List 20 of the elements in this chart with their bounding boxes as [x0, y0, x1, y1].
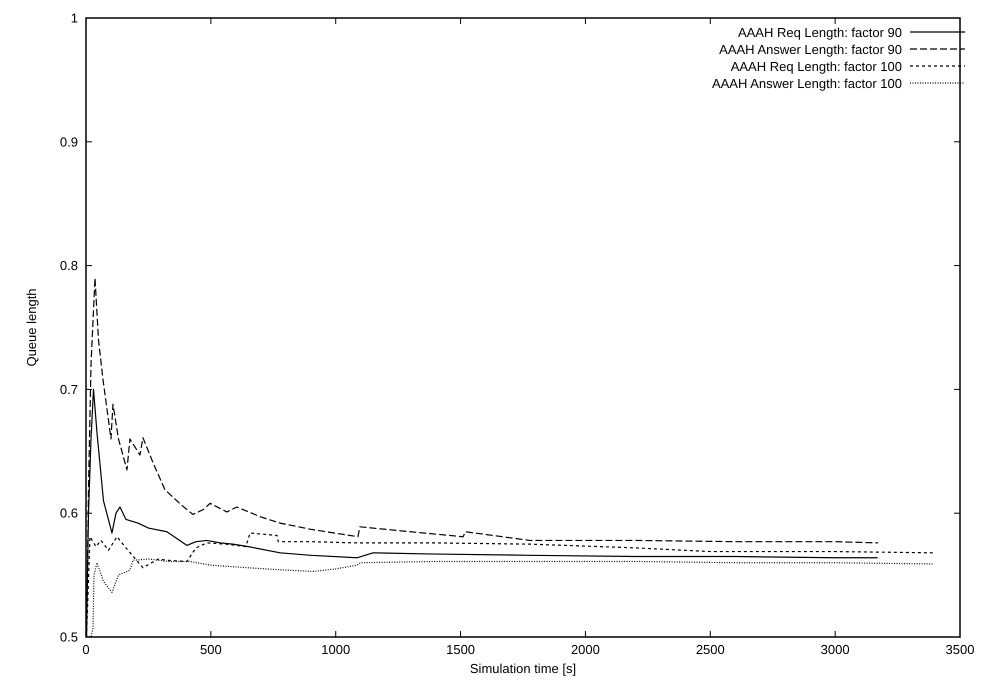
legend-label: AAAH Answer Length: factor 90	[719, 42, 902, 57]
x-tick-label: 3500	[946, 642, 974, 657]
x-tick-label: 3000	[820, 642, 850, 657]
x-tick-label: 2500	[696, 642, 725, 657]
y-tick-label: 0.5	[60, 630, 78, 644]
x-tick-label: 0	[82, 642, 90, 657]
y-tick-label: 1	[70, 10, 78, 26]
y-tick-label: 0.7	[60, 382, 78, 397]
legend-label: AAAH Req Length: factor 90	[738, 25, 902, 40]
x-axis-title: Simulation time [s]	[470, 661, 576, 676]
x-tick-label: 1500	[446, 642, 476, 657]
x-tick-label: 2000	[570, 642, 600, 657]
y-tick-label: 0.6	[60, 506, 78, 521]
x-tick-label: 1000	[321, 642, 350, 657]
y-tick-label: 0.8	[60, 258, 78, 274]
y-tick-label: 0.9	[60, 134, 78, 150]
legend-label: AAAH Req Length: factor 100	[730, 59, 902, 74]
legend-label: AAAH Answer Length: factor 100	[712, 76, 902, 91]
y-axis-title: Queue length	[24, 288, 39, 367]
x-tick-label: 500	[200, 642, 222, 657]
